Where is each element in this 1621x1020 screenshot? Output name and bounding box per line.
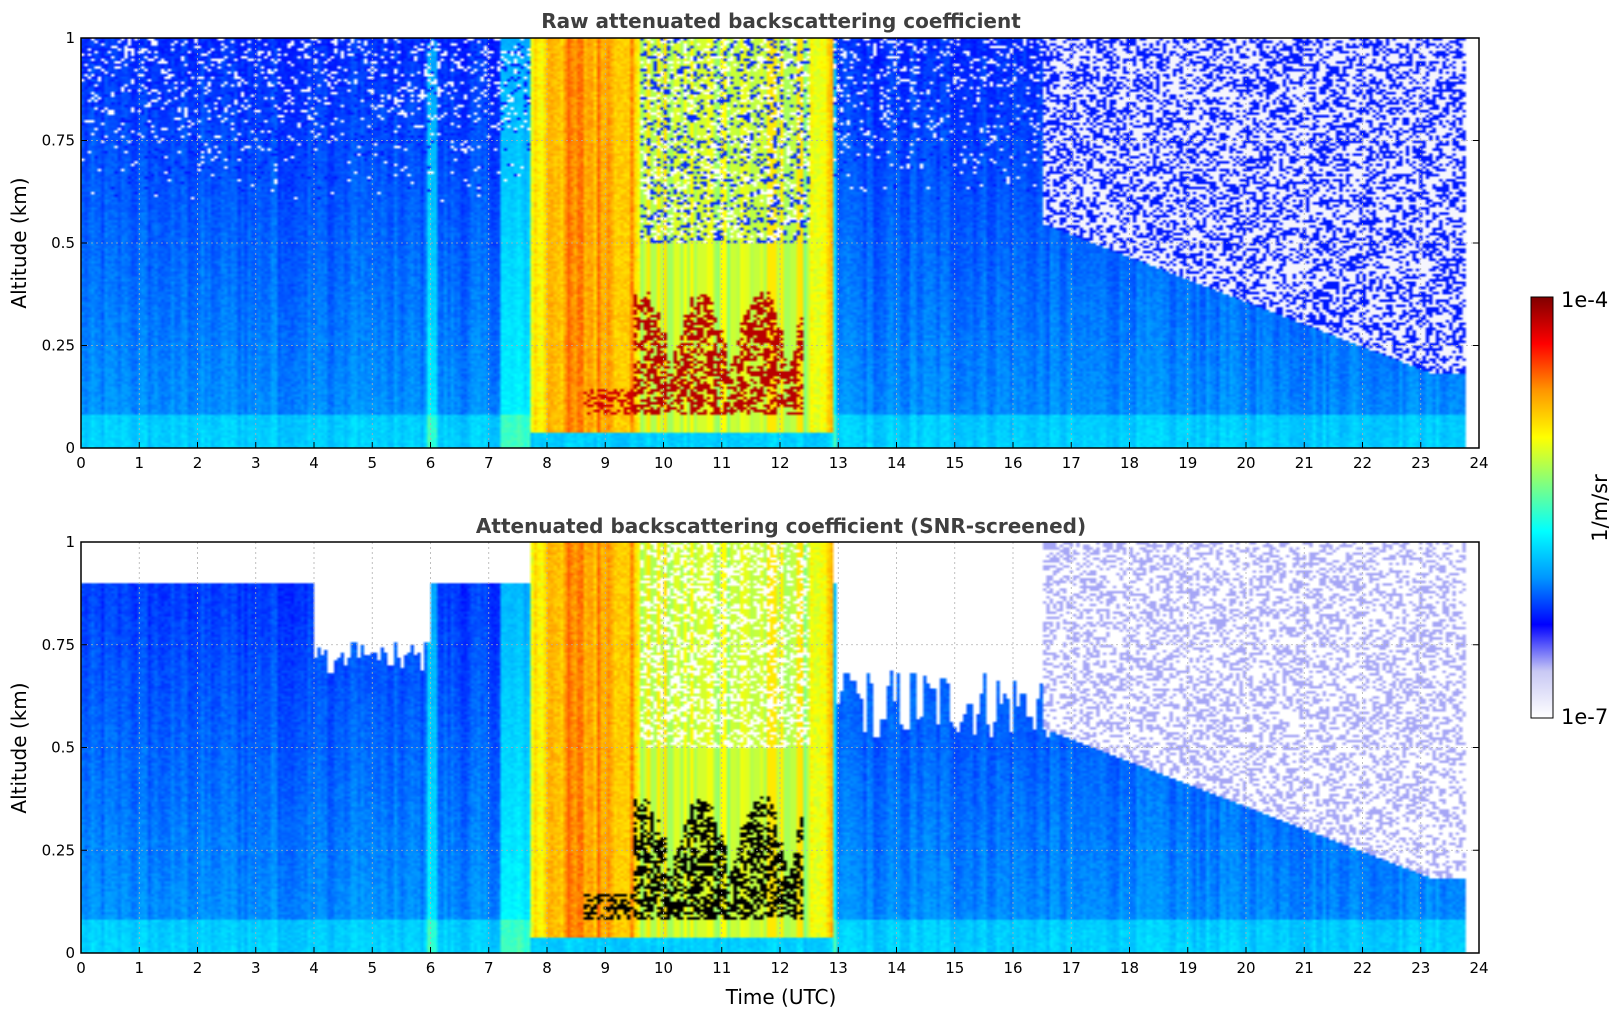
- x-tick-label: 13: [829, 454, 848, 472]
- x-tick-label: 1: [134, 454, 144, 472]
- y-tick-label: 0.75: [42, 132, 75, 150]
- x-tick-label: 9: [600, 959, 610, 977]
- x-ticks-screened: 0 1 2 3 4 5 6 7 8 9 10 11 12 13 14 15 16 17 18 19 20 21 22 23 24: [76, 947, 1489, 977]
- colorbar-max-label: 1e-4: [1561, 288, 1608, 312]
- x-tick-label: 18: [1120, 454, 1139, 472]
- x-tick-label: 10: [654, 959, 673, 977]
- x-tick-label: 17: [1062, 959, 1081, 977]
- x-tick-label: 14: [887, 959, 906, 977]
- x-tick-label: 24: [1469, 454, 1488, 472]
- x-tick-label: 23: [1411, 959, 1430, 977]
- y-tick-label: 0.5: [51, 234, 75, 252]
- y-tick-label: 0.75: [42, 636, 75, 654]
- y-tick-label: 0.25: [42, 841, 75, 859]
- y-tick-label: 1: [65, 29, 75, 47]
- y-tick-label: 1: [65, 533, 75, 551]
- x-tick-label: 19: [1178, 454, 1197, 472]
- x-tick-label: 8: [542, 959, 552, 977]
- colorbar: 1e-4 1e-7 1/m/sr: [1530, 288, 1612, 729]
- y-tick-label: 0.25: [42, 337, 75, 355]
- x-tick-label: 2: [193, 959, 203, 977]
- y-tick-label: 0: [65, 944, 75, 962]
- x-tick-label: 15: [945, 454, 964, 472]
- x-tick-label: 9: [600, 454, 610, 472]
- panel-screened-title: Attenuated backscattering coefficient (S…: [476, 514, 1086, 538]
- x-tick-label: 16: [1003, 959, 1022, 977]
- x-tick-label: 24: [1469, 959, 1488, 977]
- x-tick-label: 4: [309, 959, 319, 977]
- y-tick-label: 0.5: [51, 739, 75, 757]
- colorbar-min-label: 1e-7: [1561, 705, 1608, 729]
- x-tick-label: 18: [1120, 959, 1139, 977]
- x-tick-label: 17: [1062, 454, 1081, 472]
- x-tick-label: 20: [1236, 454, 1255, 472]
- colorbar-gradient: [1530, 296, 1554, 719]
- x-tick-label: 15: [945, 959, 964, 977]
- x-tick-label: 0: [76, 454, 86, 472]
- x-tick-label: 5: [367, 454, 377, 472]
- x-ticks-raw: 0 1 2 3 4 5 6 7 8 9 10 11 12 13 14 15 16 17 18 19 20 21 22 23 24: [76, 442, 1489, 472]
- x-tick-label: 12: [770, 454, 789, 472]
- x-tick-label: 16: [1003, 454, 1022, 472]
- x-tick-label: 4: [309, 454, 319, 472]
- x-tick-label: 19: [1178, 959, 1197, 977]
- x-tick-label: 3: [251, 959, 261, 977]
- x-tick-label: 23: [1411, 454, 1430, 472]
- panel-raw: Raw attenuated backscattering coefficien…: [7, 9, 1489, 472]
- x-tick-label: 22: [1353, 959, 1372, 977]
- colorbar-units-label: 1/m/sr: [1588, 474, 1612, 542]
- panel-screened: Attenuated backscattering coefficient (S…: [7, 514, 1489, 1009]
- x-tick-label: 1: [134, 959, 144, 977]
- x-tick-label: 21: [1295, 959, 1314, 977]
- x-tick-label: 7: [484, 454, 494, 472]
- x-tick-label: 5: [367, 959, 377, 977]
- x-tick-label: 20: [1236, 959, 1255, 977]
- panel-raw-title: Raw attenuated backscattering coefficien…: [541, 9, 1021, 33]
- y-ticks-screened: 0 0.25 0.5 0.75 1: [42, 533, 1479, 962]
- y-tick-label: 0: [65, 439, 75, 457]
- y-ticks-raw: 0 0.25 0.5 0.75 1: [42, 29, 1479, 457]
- x-axis-label: Time (UTC): [725, 985, 837, 1009]
- x-tick-label: 3: [251, 454, 261, 472]
- x-tick-label: 6: [426, 454, 436, 472]
- x-tick-label: 22: [1353, 454, 1372, 472]
- x-tick-label: 7: [484, 959, 494, 977]
- x-tick-label: 10: [654, 454, 673, 472]
- x-tick-label: 21: [1295, 454, 1314, 472]
- x-tick-label: 13: [829, 959, 848, 977]
- x-tick-label: 8: [542, 454, 552, 472]
- x-tick-label: 2: [193, 454, 203, 472]
- y-axis-label-raw: Altitude (km): [7, 177, 31, 308]
- x-tick-label: 6: [426, 959, 436, 977]
- x-tick-label: 0: [76, 959, 86, 977]
- x-tick-label: 14: [887, 454, 906, 472]
- x-tick-label: 12: [770, 959, 789, 977]
- y-axis-label-screened: Altitude (km): [7, 682, 31, 813]
- x-tick-label: 11: [712, 454, 731, 472]
- x-tick-label: 11: [712, 959, 731, 977]
